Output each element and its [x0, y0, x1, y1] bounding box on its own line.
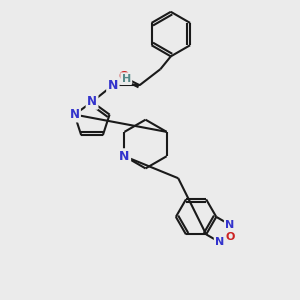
Text: N: N — [87, 95, 97, 108]
Text: O: O — [118, 70, 129, 83]
Text: O: O — [226, 232, 235, 242]
Text: N: N — [215, 237, 224, 247]
Text: N: N — [225, 220, 235, 230]
Text: N: N — [119, 150, 130, 163]
Text: N: N — [108, 79, 118, 92]
Text: N: N — [70, 108, 80, 121]
Text: H: H — [122, 74, 131, 84]
